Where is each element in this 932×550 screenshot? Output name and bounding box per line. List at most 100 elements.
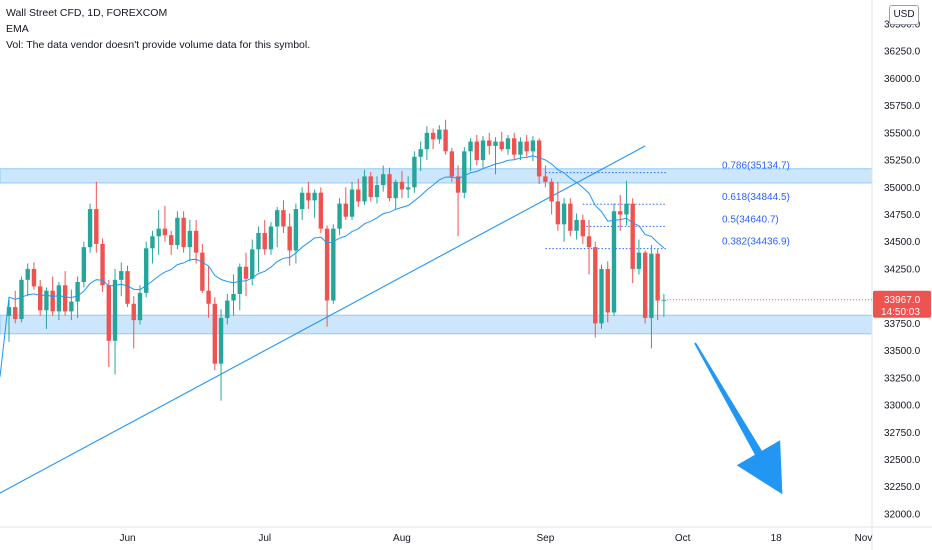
candle[interactable] — [218, 309, 224, 401]
candle[interactable] — [331, 224, 336, 304]
candle[interactable] — [455, 165, 461, 237]
candle[interactable] — [94, 181, 99, 253]
candle[interactable] — [430, 128, 436, 150]
candle[interactable] — [399, 170, 405, 199]
candle[interactable] — [168, 230, 174, 255]
candle[interactable] — [318, 187, 324, 234]
ema-legend-label[interactable]: EMA — [6, 23, 29, 35]
candle[interactable] — [225, 293, 230, 325]
candle[interactable] — [549, 178, 554, 215]
candle[interactable] — [555, 181, 561, 231]
candle[interactable] — [75, 276, 80, 318]
symbol-title[interactable]: Wall Street CFD, 1D, FOREXCOM — [6, 7, 168, 19]
candle[interactable] — [568, 198, 573, 237]
candle[interactable] — [119, 262, 124, 297]
candle[interactable] — [256, 226, 261, 273]
candle[interactable] — [405, 176, 411, 199]
down-arrow-icon[interactable] — [694, 342, 783, 495]
candle[interactable] — [630, 198, 635, 284]
candle[interactable] — [480, 136, 486, 168]
candle[interactable] — [112, 268, 118, 375]
candle[interactable] — [362, 169, 367, 205]
candle[interactable] — [468, 138, 473, 171]
candle[interactable] — [237, 263, 242, 311]
candle[interactable] — [193, 219, 199, 264]
ema-line[interactable] — [0, 155, 665, 377]
candle[interactable] — [437, 125, 442, 144]
candle[interactable] — [349, 181, 355, 220]
candle[interactable] — [655, 249, 660, 321]
candle[interactable] — [642, 250, 648, 324]
candle[interactable] — [599, 264, 604, 329]
candle[interactable] — [25, 263, 30, 297]
candle[interactable] — [387, 167, 392, 202]
currency-button[interactable]: USD — [889, 5, 919, 25]
candle[interactable] — [100, 238, 105, 292]
candle[interactable] — [474, 135, 479, 166]
candle[interactable] — [81, 241, 87, 288]
candle[interactable] — [412, 151, 417, 193]
candle[interactable] — [649, 244, 654, 349]
candle[interactable] — [162, 205, 168, 242]
candle[interactable] — [281, 200, 286, 234]
candle[interactable] — [449, 148, 455, 182]
candle[interactable] — [19, 276, 24, 323]
candle[interactable] — [243, 252, 249, 297]
candle[interactable] — [6, 297, 12, 342]
candle[interactable] — [511, 132, 517, 161]
candle[interactable] — [536, 138, 542, 185]
candle[interactable] — [493, 137, 498, 175]
candle[interactable] — [393, 179, 398, 210]
candle[interactable] — [187, 219, 193, 262]
candle[interactable] — [106, 279, 111, 367]
candle[interactable] — [374, 176, 380, 204]
candle[interactable] — [505, 135, 511, 155]
candle[interactable] — [343, 187, 348, 220]
candle[interactable] — [150, 230, 155, 264]
support-zone-1[interactable] — [0, 314, 873, 335]
ascending-trendline[interactable] — [0, 145, 646, 550]
candle[interactable] — [661, 293, 667, 317]
candle[interactable] — [31, 262, 37, 290]
candle[interactable] — [424, 126, 430, 161]
candle[interactable] — [337, 198, 342, 236]
candle[interactable] — [443, 119, 448, 155]
candle[interactable] — [69, 289, 74, 321]
candle[interactable] — [181, 211, 186, 253]
candle[interactable] — [306, 181, 311, 210]
candle[interactable] — [268, 222, 274, 255]
candle[interactable] — [44, 287, 49, 329]
candle[interactable] — [324, 225, 330, 327]
candle[interactable] — [212, 297, 218, 371]
candle[interactable] — [137, 285, 143, 325]
candle[interactable] — [543, 165, 548, 188]
candle[interactable] — [356, 178, 361, 207]
candle[interactable] — [530, 136, 536, 162]
candle[interactable] — [499, 131, 504, 152]
candle[interactable] — [574, 213, 579, 240]
candle[interactable] — [156, 210, 161, 255]
candle[interactable] — [13, 290, 18, 324]
candle[interactable] — [274, 206, 280, 248]
candle[interactable] — [611, 203, 617, 316]
candle[interactable] — [381, 165, 386, 192]
candle[interactable] — [144, 241, 149, 298]
candle[interactable] — [487, 132, 492, 155]
candle[interactable] — [175, 211, 180, 250]
candle[interactable] — [561, 198, 567, 242]
candle[interactable] — [636, 239, 642, 275]
candle[interactable] — [368, 172, 373, 202]
candle[interactable] — [131, 296, 136, 349]
candle[interactable] — [299, 187, 305, 220]
candle[interactable] — [586, 219, 592, 275]
candle[interactable] — [200, 243, 205, 293]
candle[interactable] — [231, 274, 236, 316]
candle[interactable] — [462, 146, 467, 199]
candle[interactable] — [580, 214, 586, 244]
candle[interactable] — [87, 203, 93, 253]
candle[interactable] — [518, 137, 523, 161]
candle[interactable] — [262, 219, 267, 255]
candle[interactable] — [593, 241, 598, 338]
candle[interactable] — [37, 279, 43, 316]
